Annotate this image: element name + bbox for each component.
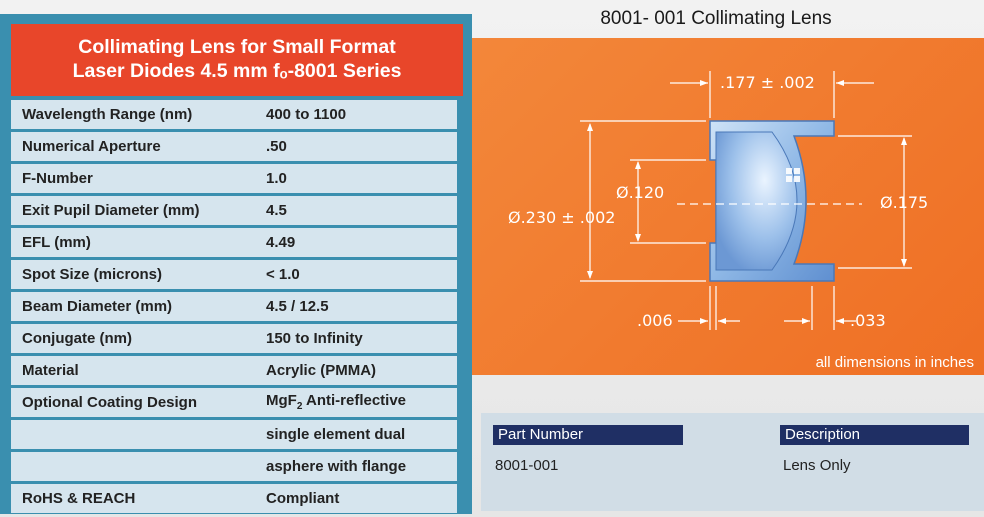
spec-value: 4.5 [266, 202, 287, 220]
part-table: Part Number Description 8001-001 Lens On… [481, 413, 984, 511]
spec-row: RoHS & REACH Compliant [11, 483, 457, 513]
lens-dome [715, 131, 798, 271]
spec-label: Beam Diameter (mm) [22, 298, 173, 315]
spec-value: MgF2 Anti-reflective [256, 392, 457, 412]
part-number-header: Part Number [493, 425, 683, 445]
spec-value: asphere with flange [266, 457, 407, 475]
spec-label: RoHS & REACH [22, 489, 136, 507]
diagram-title: 8001- 001 Collimating Lens [600, 8, 832, 29]
spec-panel: Collimating Lens for Small Format Laser … [0, 14, 472, 514]
spec-label: Optional Coating Design [22, 393, 197, 411]
coating-material: MgF [266, 392, 297, 410]
dim-flange: .006 [637, 311, 673, 330]
spec-value: .50 [266, 138, 287, 156]
spec-value: 4.5 / 12.5 [266, 298, 329, 315]
outer-arrowhead-top [587, 123, 593, 131]
lip-arrowhead-left [802, 318, 810, 324]
flange-arrowhead-left [700, 318, 708, 324]
lens-diagram: .177 ± .002 Ø.230 ± .002 Ø.120 Ø.175 .00… [472, 38, 984, 375]
dim-outer: Ø.230 ± .002 [508, 208, 615, 227]
spec-value: 400 to 1100 [266, 106, 347, 124]
spec-row: F-Number 1.0 [11, 163, 457, 194]
spec-row: Material Acrylic (PMMA) [11, 355, 457, 386]
spec-value: 4.49 [266, 234, 296, 252]
spec-row: asphere with flange [11, 451, 457, 482]
spec-value: single element dual [266, 425, 406, 443]
spec-value: Acrylic (PMMA) [266, 361, 377, 379]
dim-inner: Ø.120 [616, 183, 664, 202]
lens-highlight [786, 168, 800, 182]
spec-value: < 1.0 [266, 266, 300, 284]
right-arrowhead-bottom [901, 259, 907, 267]
spec-row: EFL (mm) 4.49 [11, 227, 457, 258]
spec-title-line1: Collimating Lens for Small Format [78, 36, 396, 58]
spec-row: Numerical Aperture .50 [11, 131, 457, 162]
spec-label: Numerical Aperture [22, 138, 161, 156]
spec-row: Conjugate (nm) 150 to Infinity [11, 323, 457, 354]
dim-width: .177 ± .002 [720, 73, 815, 92]
right-arrowhead-top [901, 137, 907, 145]
spec-row: Optional Coating Design MgF2 Anti-reflec… [11, 387, 457, 418]
inner-arrowhead-bottom [635, 234, 641, 242]
spec-label: Spot Size (microns) [22, 266, 163, 284]
coating-subscript: 2 [296, 401, 303, 413]
outer-arrowhead-bottom [587, 271, 593, 279]
spec-title: Collimating Lens for Small Format Laser … [11, 24, 463, 96]
dim-right: Ø.175 [880, 193, 928, 212]
spec-title-line2: Laser Diodes 4.5 mm fₒ-8001 Series [72, 60, 402, 82]
part-number-value: 8001-001 [495, 457, 559, 474]
spec-row: Wavelength Range (nm) 400 to 1100 [11, 100, 457, 130]
dim-lip: .033 [850, 311, 886, 330]
spec-label: Conjugate (nm) [22, 329, 132, 347]
coating-type: Anti-reflective [302, 392, 407, 410]
width-arrowhead-left [700, 80, 708, 86]
inner-arrowhead-top [635, 161, 641, 169]
spec-row: Beam Diameter (mm) 4.5 / 12.5 [11, 291, 457, 322]
spec-label: Wavelength Range (nm) [22, 106, 193, 124]
spec-label: Material [22, 361, 79, 379]
spec-value: 150 to Infinity [266, 329, 363, 347]
description-value: Lens Only [783, 457, 851, 474]
lens-drawing: .177 ± .002 Ø.230 ± .002 Ø.120 Ø.175 .00… [508, 71, 928, 330]
spec-label: EFL (mm) [22, 234, 91, 252]
width-arrowhead-right [836, 80, 844, 86]
spec-row: Exit Pupil Diameter (mm) 4.5 [11, 195, 457, 226]
lip-arrowhead-right [836, 318, 844, 324]
spec-value: Compliant [266, 489, 340, 507]
spec-table: Wavelength Range (nm) 400 to 1100 Numeri… [11, 100, 457, 516]
spec-label: Exit Pupil Diameter (mm) [22, 202, 200, 220]
flange-arrowhead-right [718, 318, 726, 324]
spec-value: 1.0 [266, 170, 287, 188]
dimensions-note: all dimensions in inches [815, 354, 974, 371]
spec-row: Spot Size (microns) < 1.0 [11, 259, 457, 290]
description-header: Description [780, 425, 969, 445]
spec-label: F-Number [22, 170, 93, 188]
spec-row: single element dual [11, 419, 457, 450]
